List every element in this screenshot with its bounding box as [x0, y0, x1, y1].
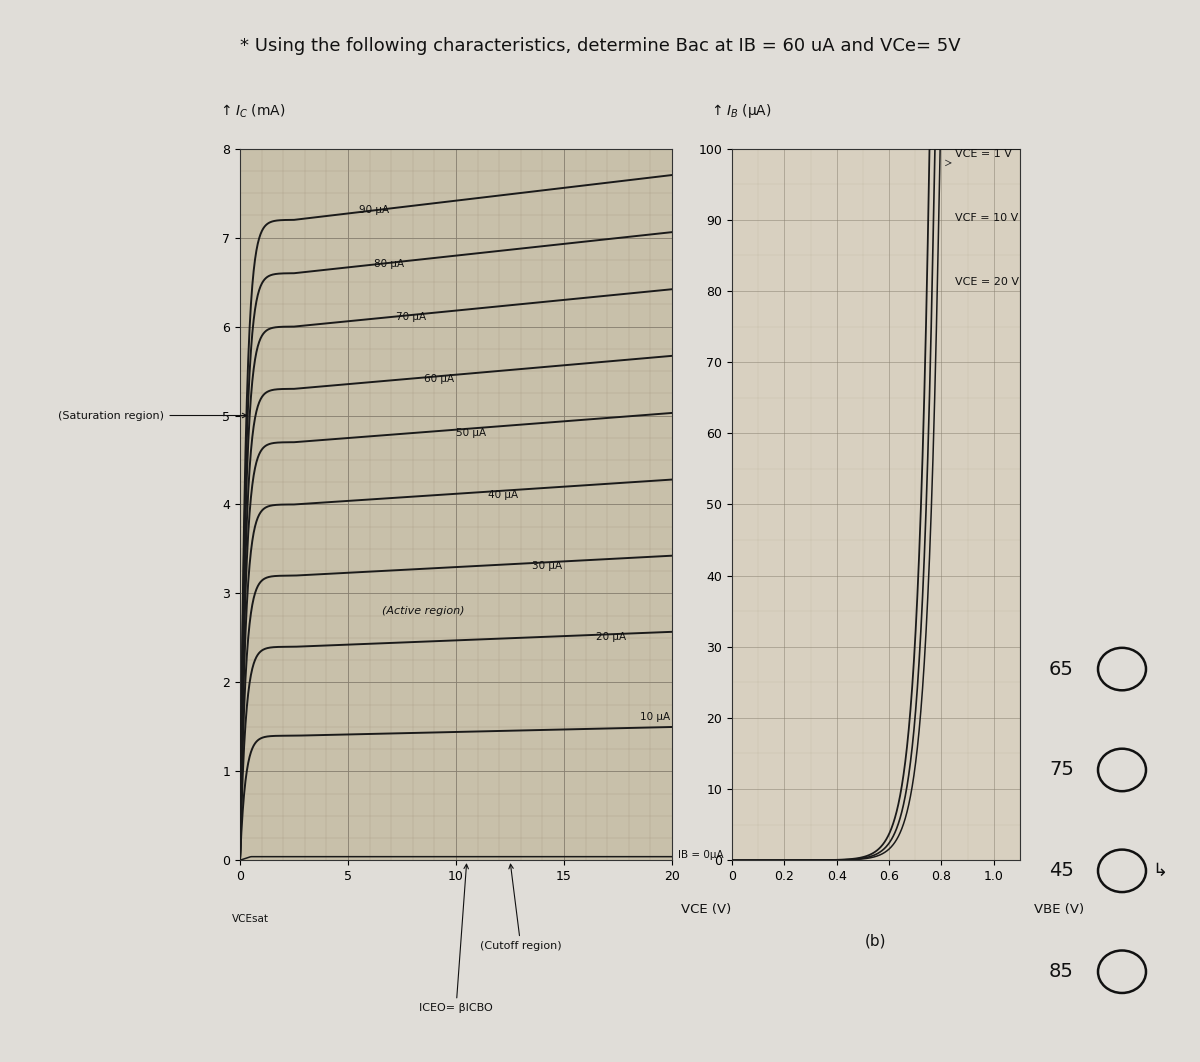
Text: VCF = 10 V: VCF = 10 V: [954, 212, 1018, 223]
Text: VCE (V): VCE (V): [680, 903, 731, 915]
Text: VCE = 20 V: VCE = 20 V: [954, 277, 1019, 287]
Text: (b): (b): [865, 933, 887, 948]
Text: (Active region): (Active region): [383, 606, 464, 616]
Text: * Using the following characteristics, determine Bac at IB = 60 uA and VCe= 5V: * Using the following characteristics, d…: [240, 37, 960, 55]
Text: 50 μA: 50 μA: [456, 428, 486, 438]
Text: 40 μA: 40 μA: [488, 490, 518, 500]
Text: IB = 0μA: IB = 0μA: [678, 850, 724, 860]
Text: (Cutoff region): (Cutoff region): [480, 864, 562, 952]
Text: (Saturation region): (Saturation region): [59, 411, 247, 421]
Text: 85: 85: [1049, 962, 1074, 981]
Text: 60 μA: 60 μA: [424, 375, 454, 384]
Text: 20 μA: 20 μA: [596, 632, 626, 643]
Text: 10 μA: 10 μA: [640, 713, 670, 722]
Text: 75: 75: [1049, 760, 1074, 780]
Text: VBE (V): VBE (V): [1034, 903, 1085, 915]
Text: 80 μA: 80 μA: [374, 259, 404, 269]
Text: ↳: ↳: [1152, 862, 1168, 879]
Text: 45: 45: [1049, 861, 1074, 880]
Text: 30 μA: 30 μA: [532, 561, 562, 571]
Text: $\uparrow$$I_C$ (mA): $\uparrow$$I_C$ (mA): [218, 103, 286, 120]
Text: VCE = 1 V: VCE = 1 V: [954, 149, 1012, 158]
Text: ICEO= βICBO: ICEO= βICBO: [419, 864, 493, 1013]
Text: 65: 65: [1049, 660, 1074, 679]
Text: 90 μA: 90 μA: [359, 205, 389, 216]
Text: $\uparrow$$I_B$ (μA): $\uparrow$$I_B$ (μA): [709, 102, 772, 120]
Text: VCEsat: VCEsat: [233, 914, 269, 925]
Text: 70 μA: 70 μA: [396, 312, 426, 322]
